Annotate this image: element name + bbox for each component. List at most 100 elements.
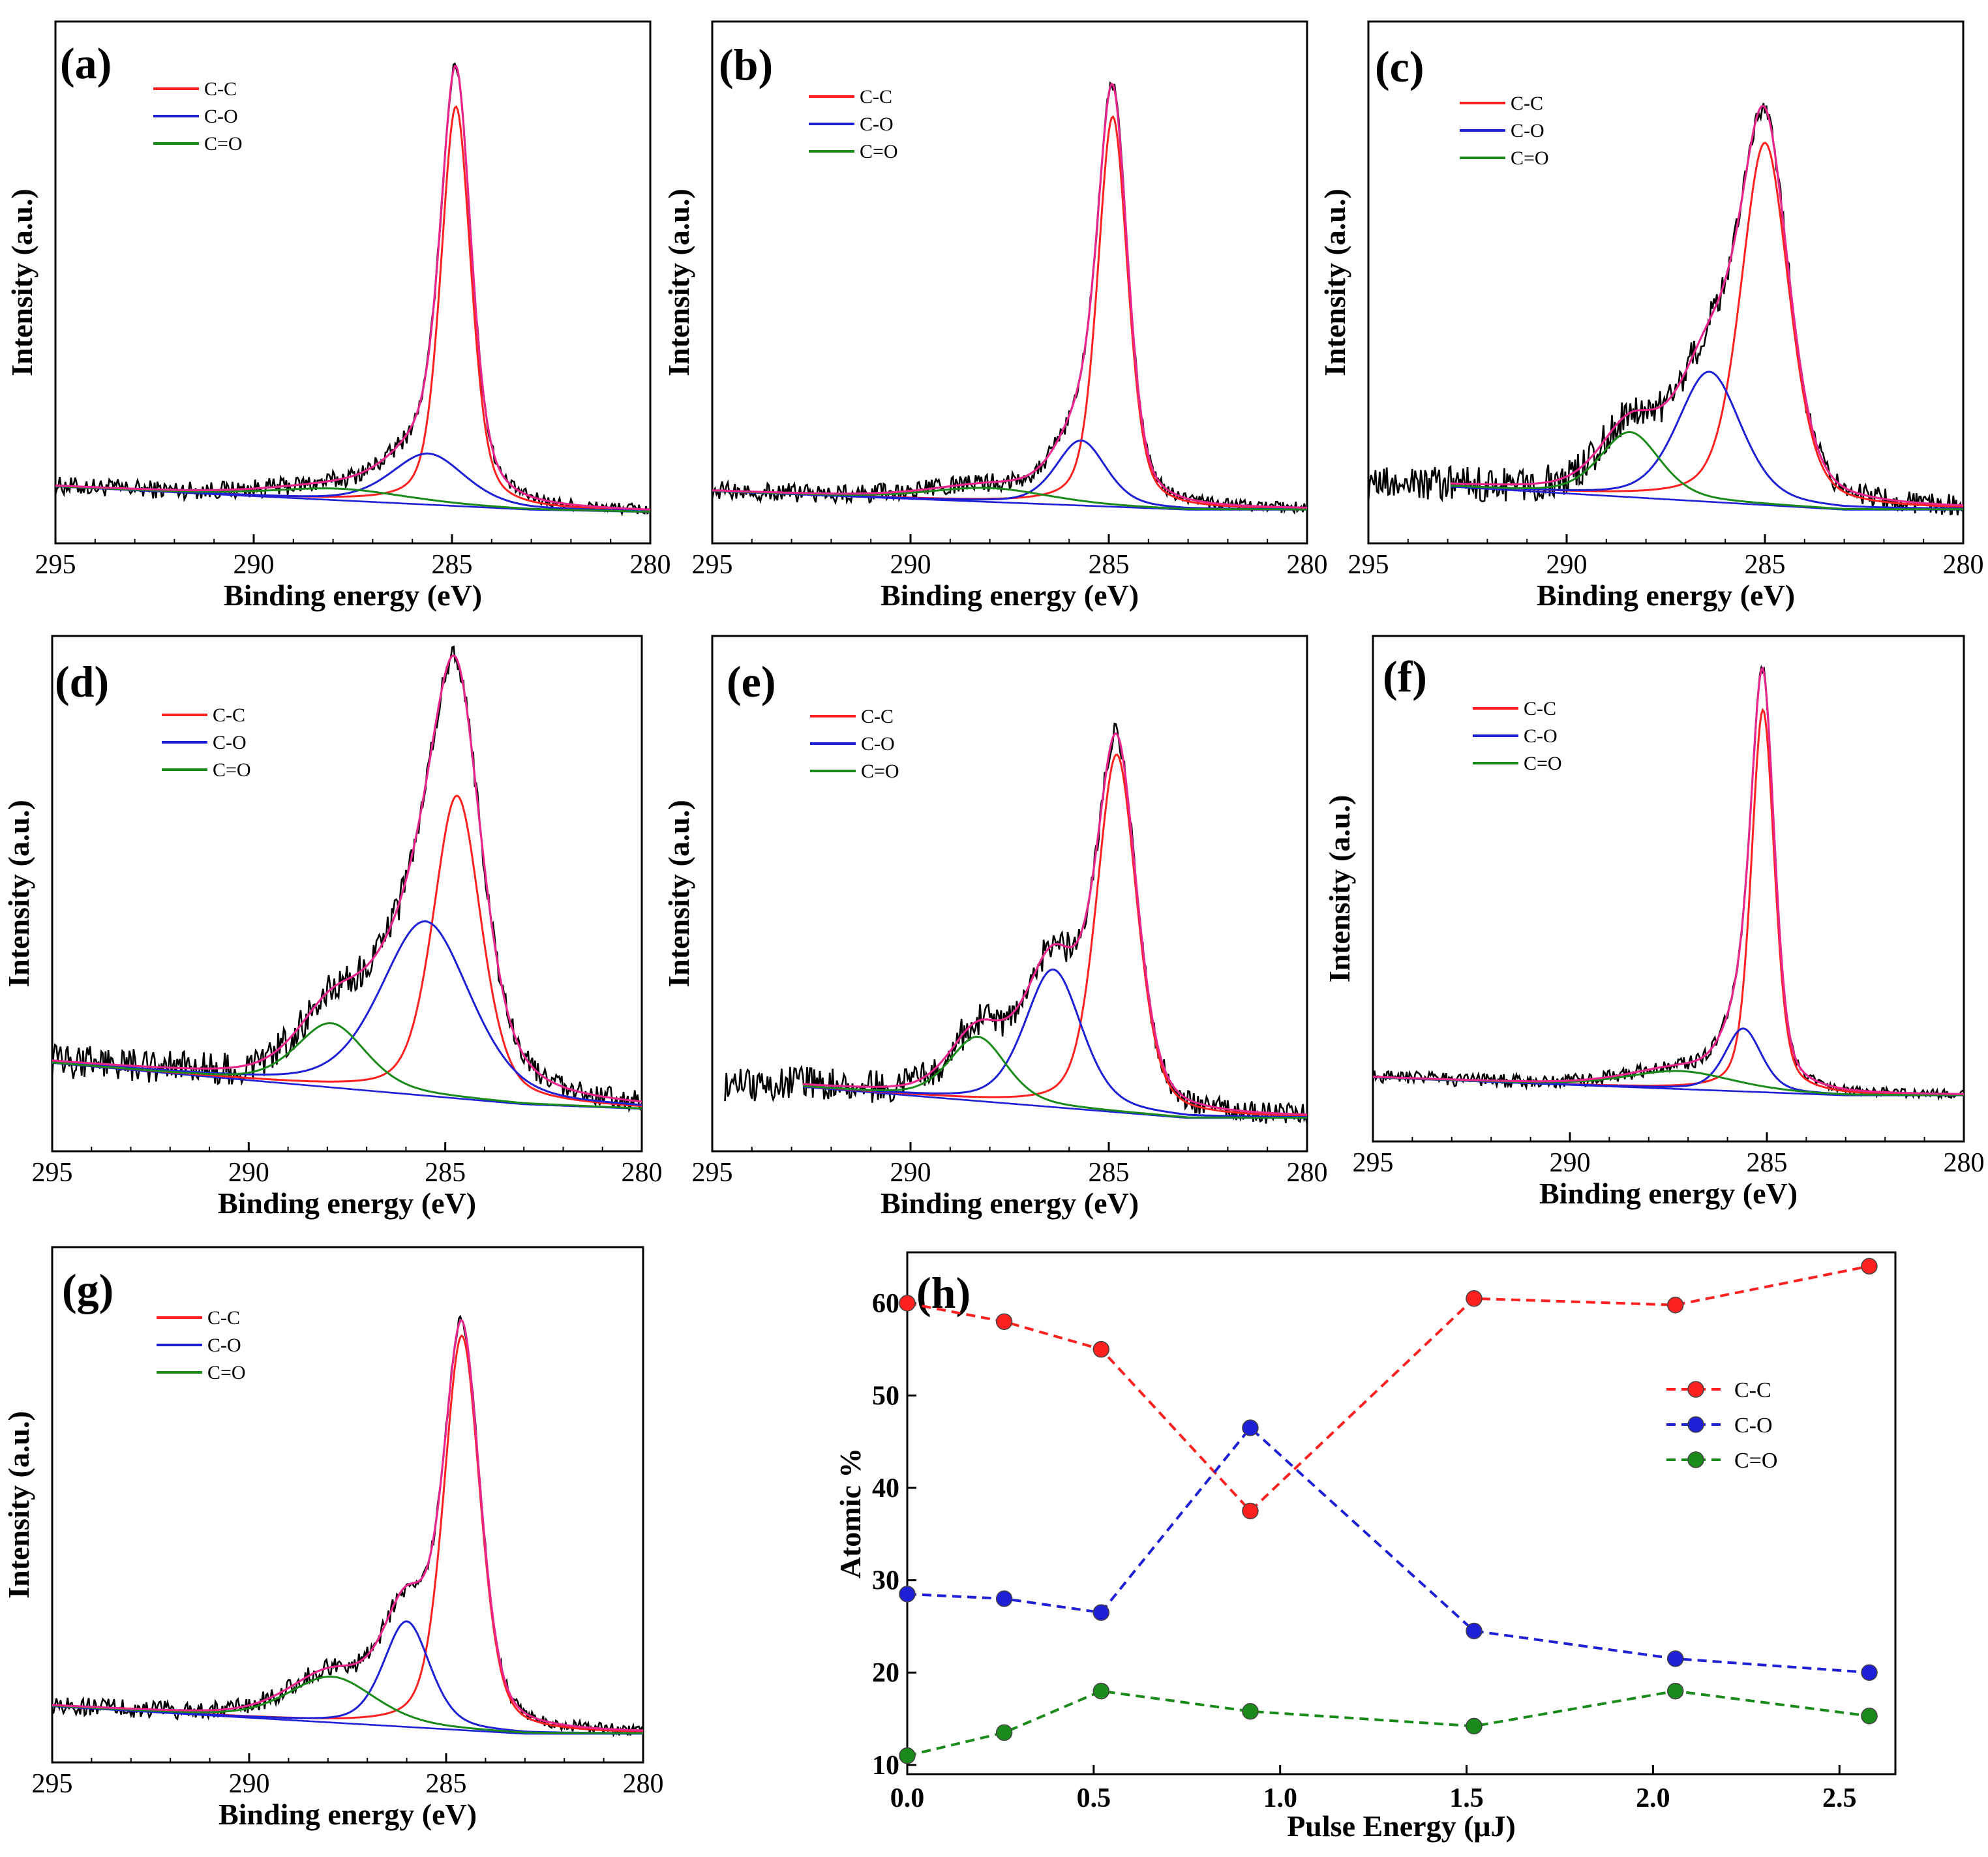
legend-label: C-O bbox=[861, 733, 895, 755]
y-axis-title: Intensity (a.u.) bbox=[662, 800, 695, 988]
x-tick-label: 295 bbox=[35, 550, 76, 580]
raw-spectrum bbox=[52, 1314, 644, 1738]
x-axis-title: Binding energy (eV) bbox=[1539, 1177, 1798, 1210]
legend-label: C-C bbox=[860, 86, 892, 108]
x-tick-label: 0.0 bbox=[890, 1783, 925, 1813]
data-point-c-o bbox=[1242, 1419, 1259, 1436]
x-tick-label: 290 bbox=[229, 1769, 270, 1799]
raw-spectrum bbox=[711, 81, 1308, 515]
panel-label: (g) bbox=[62, 1265, 113, 1314]
x-tick-label: 295 bbox=[692, 550, 733, 580]
x-tick-label: 280 bbox=[1287, 550, 1328, 580]
raw-spectrum bbox=[1372, 664, 1965, 1101]
peak-c-c bbox=[55, 105, 651, 512]
x-tick-label: 290 bbox=[1550, 1148, 1591, 1178]
data-point-ceqo bbox=[1092, 1682, 1110, 1700]
legend-label: C-C bbox=[204, 78, 237, 100]
x-tick-label: 295 bbox=[1348, 550, 1389, 580]
plot-frame bbox=[51, 1246, 644, 1764]
plot-frame bbox=[711, 20, 1308, 545]
y-tick-label: 60 bbox=[872, 1289, 899, 1319]
y-axis-title: Intensity (a.u.) bbox=[1318, 189, 1351, 376]
y-tick-label: 20 bbox=[872, 1658, 899, 1688]
x-tick-label: 280 bbox=[630, 550, 671, 580]
y-axis-title: Intensity (a.u.) bbox=[662, 189, 695, 376]
legend-label: C=O bbox=[207, 1362, 246, 1383]
data-point-ceqo bbox=[899, 1747, 916, 1764]
x-tick-label: 1.0 bbox=[1263, 1783, 1297, 1813]
legend-label: C-C bbox=[1524, 698, 1556, 719]
x-tick-label: 285 bbox=[1089, 550, 1130, 580]
x-tick-label: 2.5 bbox=[1822, 1783, 1857, 1813]
x-tick-label: 0.5 bbox=[1077, 1783, 1111, 1813]
legend-label: C=O bbox=[860, 141, 898, 162]
series-line-c-o bbox=[907, 1426, 1870, 1674]
data-point-ceqo bbox=[1861, 1708, 1878, 1725]
x-axis-title: Binding energy (eV) bbox=[224, 579, 482, 612]
legend-label: C-O bbox=[213, 732, 247, 753]
legend-label: C=O bbox=[204, 133, 243, 155]
data-point-ceqo bbox=[1242, 1702, 1259, 1720]
x-tick-label: 295 bbox=[1353, 1148, 1394, 1178]
data-point-c-o bbox=[1466, 1622, 1483, 1640]
x-tick-label: 285 bbox=[426, 1769, 467, 1799]
panel-label: (e) bbox=[727, 657, 776, 706]
legend-label: C=O bbox=[1524, 753, 1562, 774]
x-axis-title: Binding energy (eV) bbox=[881, 579, 1139, 612]
data-point-c-o bbox=[995, 1590, 1013, 1607]
y-tick-label: 50 bbox=[872, 1381, 899, 1411]
y-axis-title: Intensity (a.u.) bbox=[1323, 795, 1356, 983]
x-tick-label: 295 bbox=[32, 1769, 73, 1799]
data-point-c-c bbox=[899, 1295, 916, 1312]
y-axis-title: Atomic % bbox=[834, 1448, 867, 1579]
x-tick-label: 290 bbox=[890, 1158, 931, 1188]
peak-c-c bbox=[712, 115, 1307, 509]
panel-label: (b) bbox=[719, 40, 773, 89]
x-tick-label: 285 bbox=[432, 550, 473, 580]
fit-envelope bbox=[55, 65, 651, 511]
legend-label: C-C bbox=[861, 706, 894, 727]
y-tick-label: 10 bbox=[872, 1751, 899, 1781]
x-tick-label: 1.5 bbox=[1449, 1783, 1484, 1813]
data-point-c-o bbox=[1861, 1664, 1878, 1681]
peak-ceqo bbox=[55, 485, 650, 513]
chart-panel-a: (a)Intensity (a.u.)Binding energy (eV)29… bbox=[5, 20, 671, 612]
x-tick-label: 285 bbox=[1747, 1148, 1788, 1178]
x-tick-label: 280 bbox=[1944, 1148, 1985, 1178]
legend-label: C=O bbox=[1511, 147, 1549, 169]
data-point-c-o bbox=[1092, 1604, 1110, 1621]
x-tick-label: 290 bbox=[1546, 550, 1588, 580]
chart-panel-g: (g)Intensity (a.u.)Binding energy (eV)29… bbox=[2, 1246, 664, 1831]
fit-envelope bbox=[1373, 666, 1964, 1095]
legend-label: C-C bbox=[213, 704, 245, 726]
x-tick-label: 290 bbox=[890, 550, 931, 580]
legend-marker bbox=[1687, 1451, 1704, 1468]
series-line-ceqo bbox=[907, 1689, 1870, 1757]
peak-c-c bbox=[802, 753, 1308, 1117]
y-axis-title: Intensity (a.u.) bbox=[2, 800, 35, 988]
x-tick-label: 280 bbox=[623, 1769, 664, 1799]
data-point-c-c bbox=[995, 1313, 1013, 1330]
plot-frame bbox=[711, 635, 1308, 1153]
x-tick-label: 285 bbox=[425, 1158, 466, 1188]
chart-panel-e: (e)Intensity (a.u.)Binding energy (eV)29… bbox=[662, 635, 1328, 1220]
peak-ceqo bbox=[1450, 431, 1963, 511]
data-point-ceqo bbox=[1666, 1682, 1684, 1700]
peak-ceqo bbox=[802, 1035, 1307, 1119]
panel-label: (c) bbox=[1375, 42, 1424, 91]
peak-c-o bbox=[802, 968, 1307, 1119]
data-point-c-c bbox=[1466, 1290, 1483, 1307]
data-point-ceqo bbox=[1466, 1717, 1483, 1735]
x-tick-label: 285 bbox=[1745, 550, 1786, 580]
legend-label: C-O bbox=[1511, 120, 1544, 142]
x-axis-title: Binding energy (eV) bbox=[218, 1186, 476, 1220]
x-tick-label: 280 bbox=[1943, 550, 1984, 580]
plot-frame bbox=[51, 635, 643, 1153]
legend-label: C-C bbox=[1511, 93, 1543, 114]
data-point-c-o bbox=[899, 1586, 916, 1603]
y-axis-title: Intensity (a.u.) bbox=[5, 189, 38, 376]
x-tick-label: 295 bbox=[32, 1158, 73, 1188]
legend-label: C-O bbox=[860, 113, 894, 135]
x-tick-label: 280 bbox=[622, 1158, 663, 1188]
